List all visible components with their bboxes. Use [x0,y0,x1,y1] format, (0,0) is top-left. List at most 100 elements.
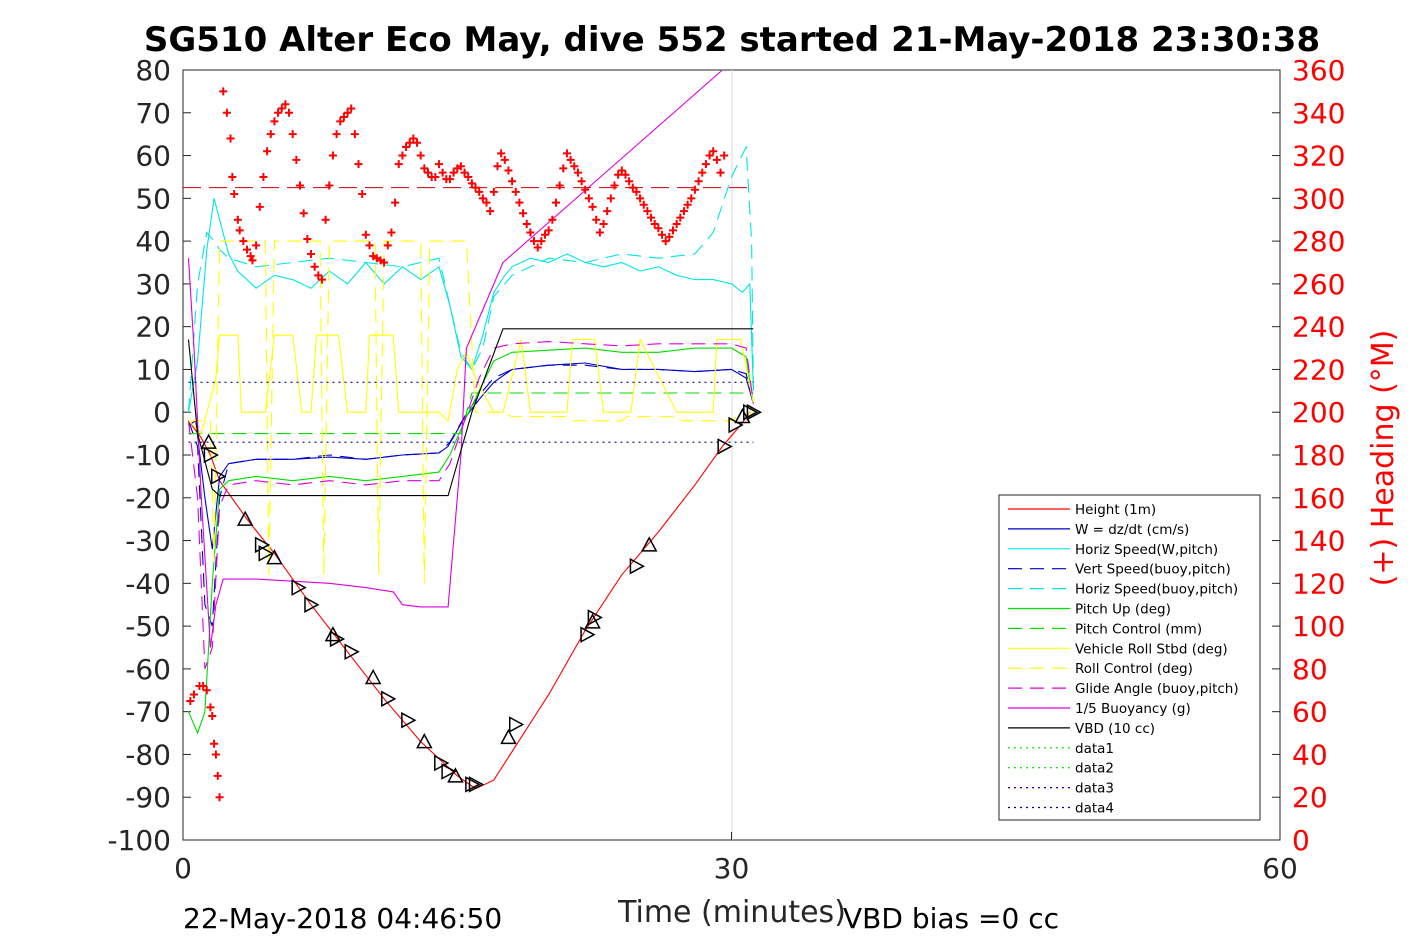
y-tick-label-13: -50 [125,610,171,643]
heading-point-45 [336,117,345,126]
heading-point-22 [252,241,261,250]
position-marker-13 [381,690,397,708]
y2-tick-label-17: 20 [1292,781,1328,814]
x-axis: 0 30 60 [174,832,1298,885]
position-marker-26 [629,557,646,575]
heading-point-24 [259,172,268,181]
legend-label-7: Vehicle Roll Stbd (deg) [1075,641,1228,657]
heading-point-120 [610,181,619,190]
legend-label-14: data3 [1075,781,1114,797]
y2-tick-label-1: 340 [1292,97,1345,130]
y2-tick-label-0: 360 [1292,54,1345,87]
heading-point-101 [541,230,550,239]
series-line-4 [187,144,754,413]
position-marker-28 [717,438,733,455]
heading-point-89 [497,149,506,158]
heading-point-23 [255,202,264,211]
footer-timestamp: 22-May-2018 04:46:50 [183,902,502,935]
y-tick-label-14: -60 [125,653,171,686]
heading-point-68 [420,164,429,173]
position-marker-20 [468,776,485,793]
heading-point-71 [431,172,440,181]
heading-point-141 [687,194,696,203]
legend-label-13: data2 [1075,761,1114,777]
heading-point-25 [263,147,272,156]
heading-point-9 [213,771,222,780]
y-tick-label-11: -30 [125,525,171,558]
series-line-11 [187,328,754,497]
heading-point-147 [709,147,718,156]
heading-point-82 [471,183,480,192]
heading-point-44 [332,130,341,139]
heading-point-132 [654,224,663,233]
heading-point-40 [317,275,326,284]
heading-point-148 [712,155,721,164]
position-marker-18 [447,767,464,783]
heading-point-21 [248,256,257,265]
heading-point-125 [628,183,637,192]
y2-tick-label-2: 320 [1292,140,1345,173]
y-tick-label-17: -90 [125,781,171,814]
heading-point-122 [617,166,626,175]
series-line-9 [187,341,754,670]
series-line-6 [188,392,754,435]
heading-point-124 [625,177,634,186]
heading-point-60 [391,198,400,207]
heading-point-27 [270,117,279,126]
heading-point-112 [581,185,590,194]
legend-label-10: 1/5 Buoyancy (g) [1075,701,1191,717]
heading-point-39 [314,271,323,280]
position-marker-31 [743,403,759,421]
heading-point-1 [189,690,198,699]
heading-point-118 [603,207,612,216]
heading-point-119 [606,194,615,203]
y-tick-label-9: -10 [125,439,171,472]
heading-point-105 [555,181,564,190]
heading-point-29 [277,104,286,113]
heading-point-49 [350,130,359,139]
legend-label-1: W = dz/dt (cm/s) [1075,522,1189,538]
heading-point-19 [242,245,251,254]
position-marker-32 [746,403,763,421]
legend-label-0: Height (1m) [1075,502,1156,518]
heading-point-121 [614,170,623,179]
position-marker-5 [258,545,274,562]
heading-point-144 [698,168,707,177]
heading-layer [183,87,754,802]
y-tick-label-6: 20 [135,311,171,344]
heading-point-126 [632,187,641,196]
legend-label-5: Pitch Up (deg) [1075,602,1171,618]
heading-point-103 [548,215,557,224]
heading-point-5 [206,703,215,712]
heading-point-18 [239,237,248,246]
heading-point-46 [339,113,348,122]
heading-point-61 [394,160,403,169]
heading-point-69 [423,168,432,177]
heading-point-129 [643,207,652,216]
heading-point-0 [186,696,195,705]
heading-point-63 [402,143,411,151]
y2-tick-label-6: 240 [1292,311,1345,344]
heading-point-13 [226,134,235,143]
position-marker-6 [266,549,283,565]
position-marker-9 [324,626,342,642]
series-line-7 [188,334,754,435]
heading-point-17 [235,226,244,235]
y-tick-label-0: 80 [135,54,171,87]
heading-point-115 [592,215,601,224]
position-marker-14 [401,711,417,729]
heading-point-116 [595,228,604,237]
series-line-2 [187,198,754,413]
heading-point-131 [650,220,659,228]
heading-point-143 [694,177,703,186]
y-tick-label-3: 50 [135,182,171,215]
heading-point-79 [460,168,469,177]
heading-point-14 [228,172,237,181]
heading-point-58 [383,241,392,250]
y-tick-label-2: 60 [135,140,171,173]
y2-tick-label-3: 300 [1292,182,1345,215]
heading-point-106 [559,164,568,173]
heading-point-7 [210,739,219,748]
position-marker-1 [203,446,220,464]
